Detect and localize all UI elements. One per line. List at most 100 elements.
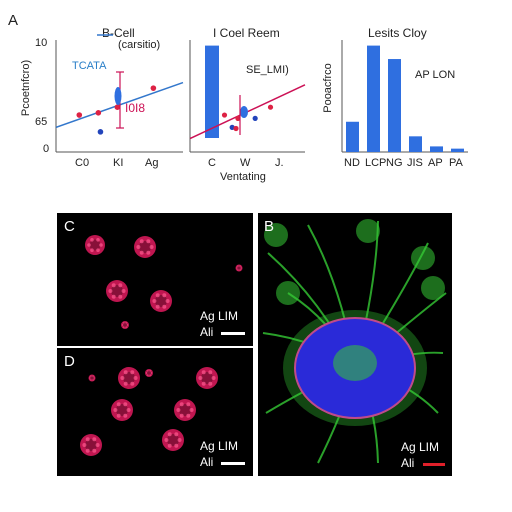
chart3-bar xyxy=(367,45,380,152)
cell-granule xyxy=(139,239,144,244)
cell-granule xyxy=(237,269,239,271)
cell-granule xyxy=(236,267,238,269)
chart2-distribution-mark xyxy=(240,106,248,118)
cell-granule xyxy=(120,376,125,380)
chart2-x-tick-label: J. xyxy=(275,157,284,169)
cell-granule xyxy=(126,324,129,326)
chart1-x-tick-label: Ag xyxy=(145,157,159,169)
cell-granule xyxy=(99,243,103,247)
chart3-title: Lesits Cloy xyxy=(368,26,427,40)
chart1-legend-sub: (carsitio) xyxy=(118,39,161,51)
cell-granule xyxy=(123,413,128,418)
cell-core xyxy=(122,371,136,385)
cell-granule xyxy=(95,443,100,447)
cell-granule xyxy=(186,402,191,407)
chart1-point xyxy=(95,110,102,116)
cell-core xyxy=(84,438,98,452)
cell-granule xyxy=(167,443,172,448)
cell-core xyxy=(89,239,101,251)
cell-granule xyxy=(121,289,126,293)
panel-c-micrograph: C Ag LIM Ali xyxy=(57,213,253,346)
cell-granule xyxy=(146,239,151,244)
cell-granule xyxy=(177,438,182,442)
cell-granule xyxy=(118,283,123,288)
cell-granule xyxy=(211,376,216,380)
chart1-distribution-mark xyxy=(114,87,122,105)
chart1-ytick-bottom: 0 xyxy=(43,143,50,155)
cell-bleb xyxy=(356,219,380,243)
chart1-point xyxy=(114,104,121,110)
cell-core xyxy=(200,371,214,385)
chart2-annotation: SE_LMI) xyxy=(246,64,289,76)
chart3-bar xyxy=(388,59,401,152)
cell-core xyxy=(138,240,152,254)
cell-granule xyxy=(147,374,149,376)
cell-core xyxy=(237,266,241,270)
cell-granule xyxy=(118,294,123,299)
chart2-title: I Coel Reem xyxy=(213,26,280,40)
cell-inclusion xyxy=(333,345,377,381)
chart3-x-tick-label: LCP xyxy=(365,157,387,169)
cell-granule xyxy=(89,377,91,379)
panel-b-label: B xyxy=(264,218,275,235)
chart2-x-axis-label: Ventating xyxy=(220,171,266,183)
cell-granule xyxy=(179,402,184,407)
cell-granule xyxy=(176,408,181,412)
cell-core xyxy=(166,433,180,447)
cell-core xyxy=(146,370,152,376)
chart3-x-tick-label: NG xyxy=(386,157,403,169)
cell-granule xyxy=(133,376,138,380)
chart1-ytick-mid: 65 xyxy=(35,116,48,128)
cell-granule xyxy=(123,326,125,328)
cell-granule xyxy=(139,250,144,255)
cell-granule xyxy=(108,289,113,293)
cell-granule xyxy=(239,265,241,267)
cell-granule xyxy=(82,443,87,447)
cell-granule xyxy=(123,381,128,386)
cell-granule xyxy=(146,250,151,255)
cell-granule xyxy=(130,370,135,375)
panel-d-scale-line2: Ali xyxy=(200,455,214,469)
chart2-x-tick-label: W xyxy=(240,157,251,169)
chart3-bar xyxy=(430,146,443,152)
cell-granule xyxy=(92,375,94,377)
panel-d-scale-line1: Ag LIM xyxy=(200,439,239,453)
panel-b-scale-bar xyxy=(423,463,445,466)
cell-granule xyxy=(155,293,160,298)
cell-granule xyxy=(149,370,151,372)
panel-c-scale-bar xyxy=(221,332,245,335)
cell-granule xyxy=(198,376,203,380)
chart1-series-label: TCATA xyxy=(72,60,107,72)
panel-d-scale-bar xyxy=(221,462,245,465)
chart2-point xyxy=(233,125,239,132)
cell-granule xyxy=(113,408,118,412)
cell-granule xyxy=(123,402,128,407)
cell-granule xyxy=(239,269,241,271)
panel-d-label: D xyxy=(64,353,75,370)
cell-granule xyxy=(116,402,121,407)
cell-core xyxy=(90,376,94,380)
panel-c-label: C xyxy=(64,218,75,235)
cell-granule xyxy=(150,372,153,374)
cell-granule xyxy=(123,322,125,324)
cell-granule xyxy=(123,370,128,375)
chart3-x-tick-label: PA xyxy=(449,157,463,169)
chart1-ytick-top: 10 xyxy=(35,37,48,49)
cell-granule xyxy=(145,372,148,374)
cell-granule xyxy=(152,299,157,303)
chart2-point xyxy=(267,104,274,110)
chart2-point xyxy=(221,112,228,118)
panel-b-scale-line2: Ali xyxy=(401,456,415,470)
chart3-bar xyxy=(451,148,464,152)
cell-granule xyxy=(125,326,127,328)
cell-granule xyxy=(174,432,179,437)
cell-granule xyxy=(155,304,160,309)
cell-granule xyxy=(208,381,213,386)
chart2-point xyxy=(252,115,258,121)
cell-core xyxy=(154,294,168,308)
chart3-x-tick-label: JIS xyxy=(407,157,423,169)
chart3-x-tick-label: AP xyxy=(428,157,443,169)
chart1-annotation: I0I8 xyxy=(125,101,146,115)
